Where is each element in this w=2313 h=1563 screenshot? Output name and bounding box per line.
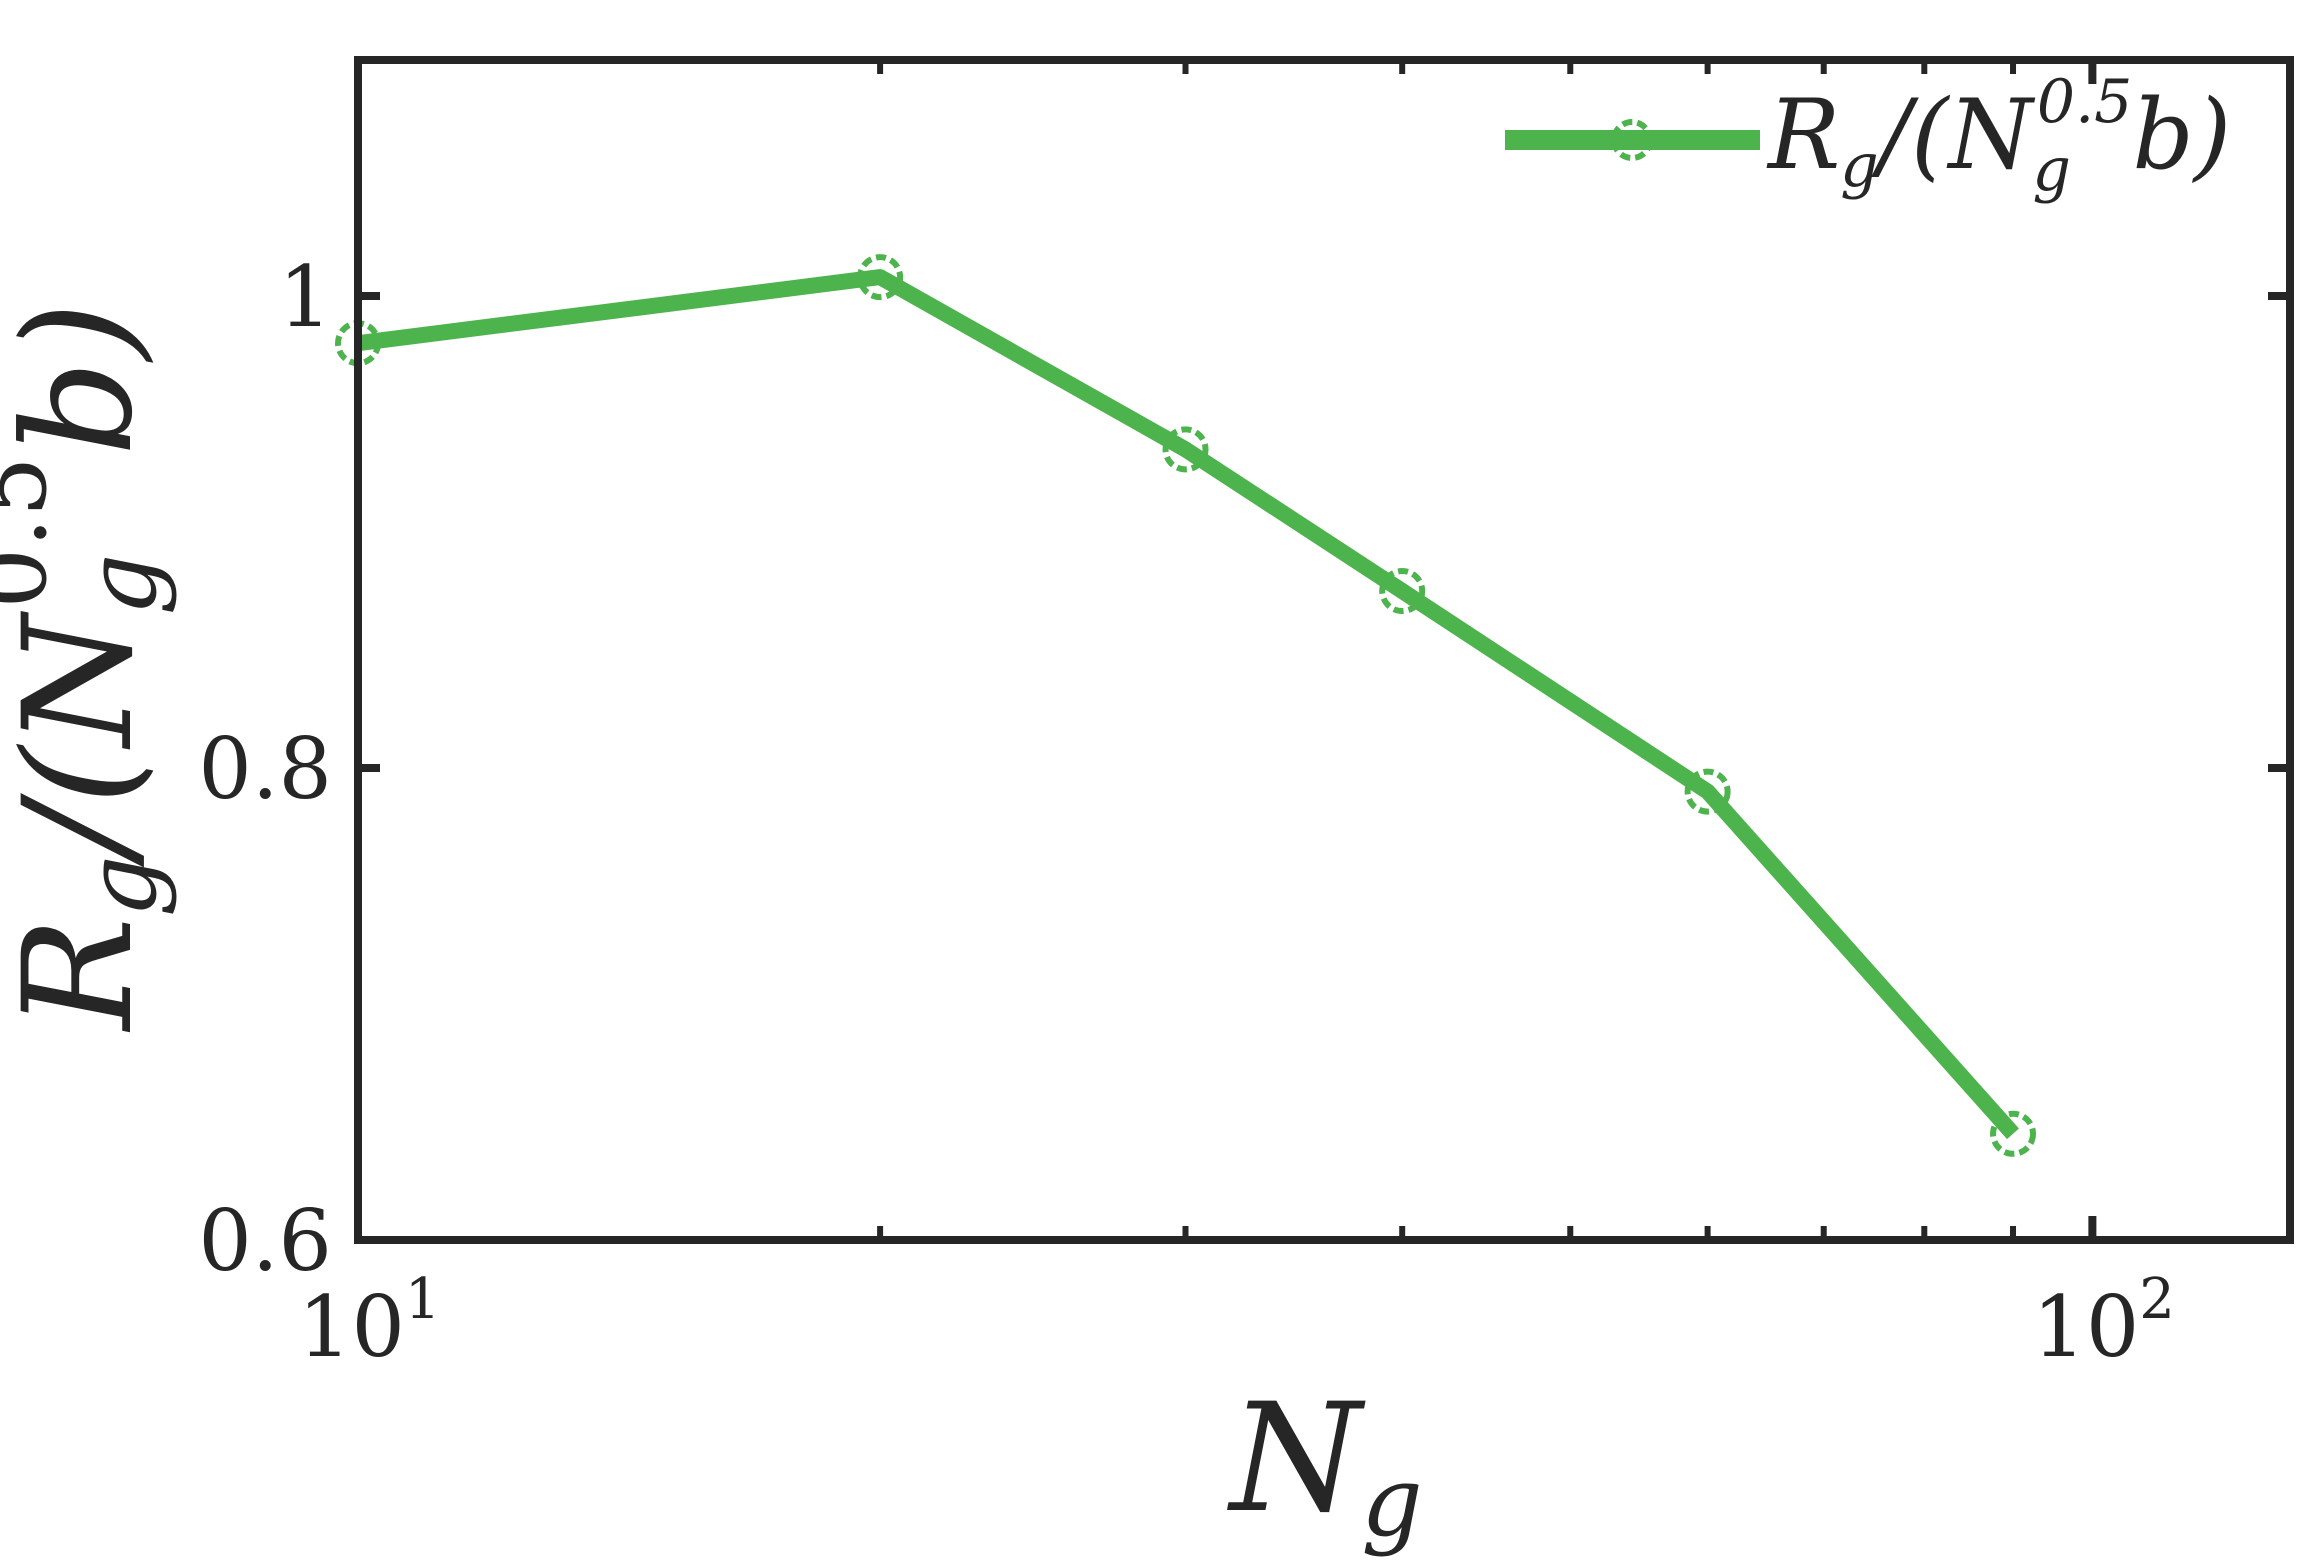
data-point xyxy=(1379,568,1426,614)
y-tick-label: 1 xyxy=(279,248,332,346)
plot-frame xyxy=(354,56,2294,1244)
y-tick-label: 0.8 xyxy=(198,720,332,818)
data-point xyxy=(1990,1110,2037,1157)
legend: Rg/(Ng0.5b) xyxy=(1505,67,2231,205)
data-point xyxy=(1162,426,1209,473)
x-tick-label: 101 xyxy=(298,1267,441,1376)
data-point xyxy=(857,254,904,301)
y-axis-label: Rg/(Ng0.5b) xyxy=(0,302,178,1033)
x-axis-label: Ng xyxy=(1227,1372,1423,1558)
series-layer xyxy=(335,254,2037,1157)
legend-label: Rg/(Ng0.5b) xyxy=(1766,67,2231,205)
legend-marker xyxy=(1611,119,1653,161)
y-tick-label: 0.6 xyxy=(198,1192,332,1290)
x-tick-label: 102 xyxy=(2032,1267,2175,1376)
data-point xyxy=(1684,768,1731,815)
ticks-layer: 0.6 0.8 1 101 102 xyxy=(198,60,2290,1376)
series-line xyxy=(356,269,2019,1140)
